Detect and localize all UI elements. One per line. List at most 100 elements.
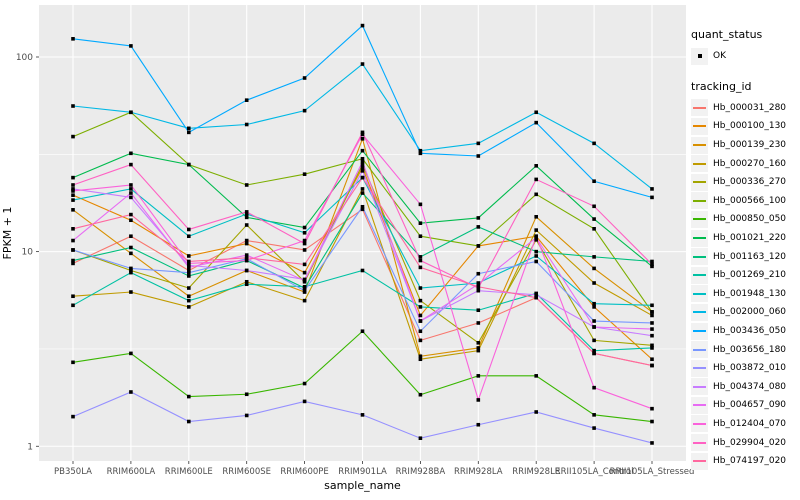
legend-key-box [691,396,708,414]
legend-line-swatch [693,181,706,184]
legend-key-box [691,285,708,303]
data-point [360,187,365,191]
data-point [476,284,481,289]
data-point [476,374,481,378]
data-point [71,134,75,139]
data-point [302,278,307,283]
data-point [360,207,365,212]
data-point [187,419,191,424]
legend-line-swatch [693,162,706,165]
data-point [418,313,423,318]
data-point [650,310,654,314]
data-point [534,177,538,182]
legend-item-label: Hb_001163_120 [713,251,787,262]
data-point [71,189,75,193]
legend-line-swatch [693,237,706,240]
data-point [129,218,133,223]
data-point [592,426,596,430]
svg-text:1: 1 [27,442,33,452]
data-point [592,301,596,306]
data-point [302,399,307,404]
data-point [187,263,191,268]
svg-text:RRII105LA_Stressed: RRII105LA_Stressed [610,467,695,477]
data-point [534,259,538,264]
data-point [187,254,191,258]
data-point [360,23,365,28]
data-point [187,126,191,131]
data-point [129,351,133,356]
data-point [476,216,481,220]
legend-item: Hb_000566_100 [691,192,799,211]
legend-line-swatch [693,199,706,202]
data-point [418,148,423,153]
data-point [534,295,538,300]
data-point [71,261,75,266]
svg-text:RRIM600LE: RRIM600LE [165,467,213,477]
legend-key-box [691,452,708,470]
svg-text:RRIM901LA: RRIM901LA [338,467,387,477]
data-point [650,419,654,424]
data-point [360,132,365,137]
data-point [71,360,75,365]
data-point [476,225,481,229]
data-point [418,354,423,359]
legend-key-box [691,192,708,210]
legend-item-label: Hb_029904_020 [713,437,787,448]
data-point [302,172,307,176]
legend-line-swatch [693,367,706,370]
svg-text:RRIM928BA: RRIM928BA [396,467,446,477]
legend-item: Hb_000031_280 [691,99,799,118]
data-point [592,217,596,221]
data-point [187,162,191,167]
data-point [534,120,538,125]
data-point [650,343,654,348]
legend-line-swatch [693,311,706,314]
data-point [650,333,654,338]
data-point [476,422,481,427]
data-point [129,191,133,195]
axis-ticks [36,56,653,464]
data-point [360,156,365,161]
data-point [650,321,654,325]
legend-key-box [691,434,708,452]
legend-line-swatch [693,422,706,425]
data-point [244,279,249,284]
svg-text:RRIM928LA: RRIM928LA [454,467,503,477]
data-point [129,266,133,271]
data-point [302,262,307,267]
data-point [129,151,133,156]
data-point [244,223,249,227]
legend-item: Hb_000850_050 [691,210,799,229]
data-point [302,288,307,293]
data-point [244,255,249,260]
data-point [534,164,538,168]
data-point [129,212,133,217]
data-point [360,148,365,153]
data-point [650,303,654,308]
data-point [650,357,654,362]
data-point [244,413,249,418]
data-point [302,270,307,275]
data-point [534,254,538,258]
data-point [71,303,75,308]
data-point [71,104,75,108]
data-point [187,270,191,275]
data-point [360,329,365,334]
legend-line-swatch [693,106,706,109]
svg-text:RRIM600PE: RRIM600PE [280,467,328,477]
data-point [592,385,596,390]
legend-key-box [691,47,708,65]
legend-item-label: Hb_003656_180 [713,344,787,355]
data-point [418,329,423,334]
legend-item: Hb_074197_020 [691,452,799,471]
data-point [592,281,596,285]
data-point [71,258,75,263]
data-point [187,259,191,264]
data-point [129,390,133,394]
data-point [302,238,307,243]
data-point [360,191,365,195]
data-point [592,305,596,309]
legend-key-box [691,378,708,396]
data-point [360,268,365,273]
svg-text:10: 10 [22,248,34,258]
